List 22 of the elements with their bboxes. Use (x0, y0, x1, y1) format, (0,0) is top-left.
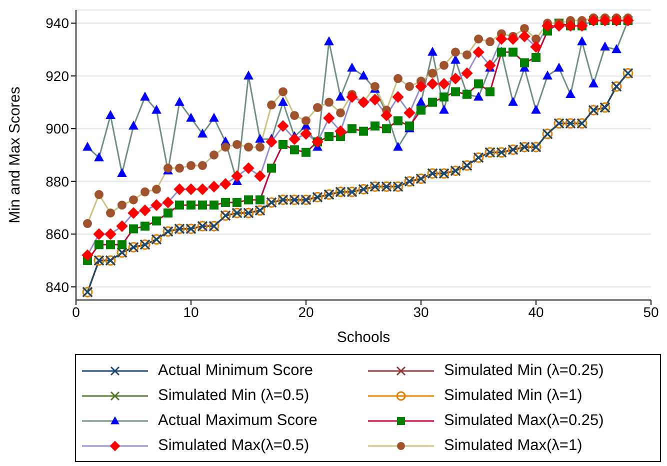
legend-label: Actual Minimum Score (158, 362, 314, 380)
x-tick-label: 40 (528, 304, 544, 320)
legend-label: Simulated Min (λ=0.25) (444, 362, 604, 380)
y-tick-label: 900 (46, 120, 70, 137)
y-tick-label: 860 (46, 226, 70, 242)
x-tick-label: 0 (72, 304, 80, 320)
legend-label: Simulated Max(λ=1) (444, 436, 582, 454)
legend-label: Simulated Min (λ=0.5) (158, 386, 310, 404)
legend-label: Simulated Max(λ=0.5) (158, 436, 310, 454)
y-tick-label: 840 (46, 278, 70, 295)
x-axis-title: Schools (336, 329, 390, 346)
y-axis-title: Min and Max Scores (6, 86, 24, 224)
x-tick-label: 10 (183, 304, 199, 320)
legend-label: Simulated Min (λ=1) (444, 386, 582, 404)
y-tick-label: 940 (46, 15, 70, 32)
x-tick-label: 30 (413, 304, 429, 320)
y-tick-label: 920 (46, 68, 70, 84)
y-tick-label: 880 (46, 173, 70, 190)
legend-label: Actual Maximum Score (158, 412, 318, 430)
x-tick-label: 20 (298, 304, 314, 320)
x-tick-label: 50 (643, 304, 659, 320)
legend-label: Simulated Max(λ=0.25) (444, 412, 604, 430)
